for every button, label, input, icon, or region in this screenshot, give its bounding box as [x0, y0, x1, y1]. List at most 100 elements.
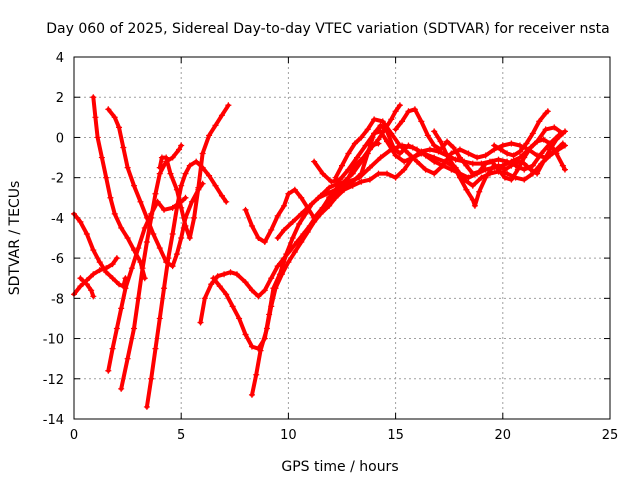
- data-point: [131, 182, 138, 189]
- data-point: [227, 269, 234, 276]
- data-point: [371, 116, 378, 123]
- data-point: [109, 261, 116, 268]
- data-point: [139, 265, 146, 272]
- data-point: [326, 184, 333, 191]
- data-point: [414, 158, 421, 165]
- data-point: [559, 130, 566, 137]
- data-point: [178, 142, 185, 149]
- data-point: [497, 146, 504, 153]
- data-point: [283, 251, 290, 258]
- data-point: [375, 170, 382, 177]
- data-point: [167, 170, 174, 177]
- data-point: [508, 176, 515, 183]
- data-point: [225, 102, 232, 109]
- data-point: [90, 271, 97, 278]
- data-point: [161, 285, 168, 292]
- data-point: [274, 263, 281, 270]
- data-point: [448, 150, 455, 157]
- data-point: [248, 391, 255, 398]
- data-point: [328, 194, 335, 201]
- data-point: [463, 162, 470, 169]
- data-point: [212, 122, 219, 129]
- series-track-5: [77, 275, 97, 300]
- data-point: [540, 158, 547, 165]
- data-point: [424, 132, 431, 139]
- series-track-8: [143, 158, 230, 410]
- data-point: [148, 214, 155, 221]
- data-point: [392, 126, 399, 133]
- data-point: [118, 224, 125, 231]
- data-point: [418, 148, 425, 155]
- data-point: [182, 222, 189, 229]
- data-point: [499, 142, 506, 149]
- data-point: [124, 355, 131, 362]
- data-point: [248, 343, 255, 350]
- data-point: [248, 287, 255, 294]
- data-point: [437, 138, 444, 145]
- data-point: [298, 239, 305, 246]
- data-point: [186, 235, 193, 241]
- data-point: [471, 202, 478, 209]
- data-point: [255, 235, 262, 241]
- data-point: [529, 162, 536, 169]
- data-point: [116, 124, 123, 131]
- data-point: [113, 325, 120, 332]
- data-point: [135, 295, 142, 302]
- data-point: [156, 315, 163, 322]
- data-point: [332, 186, 339, 193]
- data-point: [311, 158, 318, 165]
- data-point: [384, 170, 391, 177]
- data-point: [358, 170, 365, 177]
- data-point: [489, 158, 496, 165]
- series-track-12: [248, 150, 425, 398]
- y-tick-label: 4: [56, 51, 64, 66]
- data-point: [274, 235, 281, 241]
- data-point: [364, 150, 371, 157]
- series-line: [72, 256, 119, 297]
- data-point: [366, 164, 373, 171]
- data-point: [495, 156, 502, 163]
- data-point: [98, 154, 105, 161]
- data-point: [111, 114, 118, 121]
- data-point: [540, 136, 547, 143]
- data-point: [178, 204, 185, 211]
- data-point: [291, 249, 298, 256]
- data-point: [439, 162, 446, 169]
- x-tick-label: 20: [495, 428, 512, 443]
- data-point: [216, 283, 223, 290]
- series-track-2: [105, 106, 206, 270]
- data-point: [103, 174, 110, 181]
- data-point: [362, 142, 369, 149]
- x-tick-label: 5: [177, 428, 185, 443]
- data-point: [169, 230, 176, 237]
- data-point: [272, 285, 279, 292]
- data-point: [542, 126, 549, 133]
- data-point: [345, 150, 352, 157]
- data-point: [131, 325, 138, 332]
- data-point: [452, 156, 459, 163]
- y-tick-label: -14: [43, 413, 64, 428]
- data-point: [96, 267, 103, 274]
- series-track-14: [274, 122, 566, 241]
- data-point: [551, 124, 558, 131]
- data-point: [289, 235, 296, 241]
- series-track-6: [105, 194, 189, 374]
- data-point: [96, 259, 103, 266]
- data-point: [268, 303, 275, 310]
- data-point: [377, 122, 384, 129]
- data-point: [137, 198, 144, 205]
- series-track-19: [491, 108, 551, 159]
- data-point: [188, 198, 195, 205]
- data-point: [336, 176, 343, 183]
- data-point: [105, 106, 112, 113]
- data-point: [508, 140, 515, 147]
- data-point: [450, 144, 457, 151]
- data-point: [90, 247, 97, 254]
- data-point: [405, 142, 412, 149]
- data-point: [274, 212, 281, 219]
- data-point: [178, 235, 185, 241]
- data-point: [534, 170, 541, 177]
- data-point: [456, 174, 463, 181]
- data-point: [304, 228, 311, 235]
